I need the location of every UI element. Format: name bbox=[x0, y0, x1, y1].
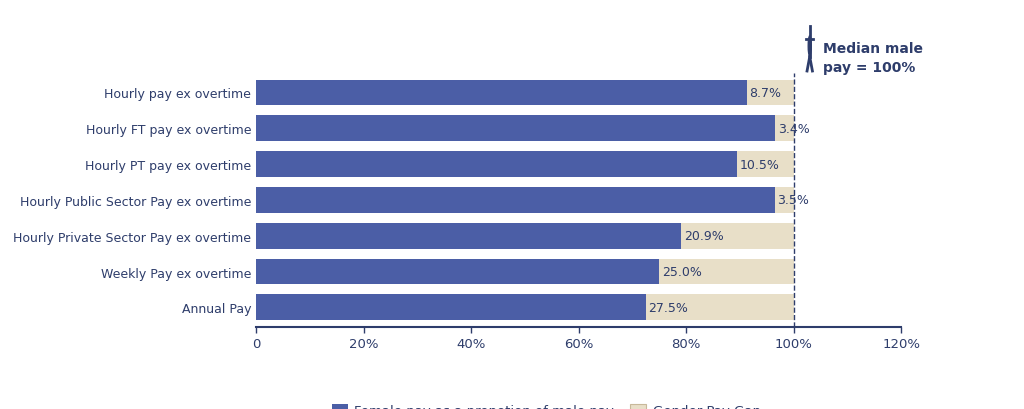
Bar bbox=[256, 152, 737, 178]
Circle shape bbox=[808, 37, 811, 57]
Text: Median male
pay = 100%: Median male pay = 100% bbox=[823, 41, 924, 75]
Bar bbox=[775, 116, 794, 142]
Text: 8.7%: 8.7% bbox=[750, 87, 781, 100]
Bar bbox=[737, 152, 794, 178]
Bar bbox=[256, 295, 646, 320]
Bar bbox=[659, 259, 794, 285]
Bar bbox=[256, 116, 775, 142]
Bar bbox=[256, 259, 659, 285]
Text: 20.9%: 20.9% bbox=[684, 229, 724, 243]
Text: 25.0%: 25.0% bbox=[662, 265, 701, 279]
Text: 27.5%: 27.5% bbox=[648, 301, 688, 314]
Text: 10.5%: 10.5% bbox=[739, 158, 779, 171]
Bar bbox=[256, 223, 681, 249]
Bar bbox=[775, 188, 794, 213]
Bar bbox=[256, 188, 775, 213]
Text: 3.5%: 3.5% bbox=[777, 194, 809, 207]
Bar bbox=[681, 223, 794, 249]
Bar bbox=[646, 295, 794, 320]
Text: 3.4%: 3.4% bbox=[778, 122, 810, 135]
Legend: Female pay as a propotion of male pay, Gender Pay Gap: Female pay as a propotion of male pay, G… bbox=[332, 404, 761, 409]
Bar bbox=[746, 81, 794, 106]
Bar bbox=[256, 81, 746, 106]
